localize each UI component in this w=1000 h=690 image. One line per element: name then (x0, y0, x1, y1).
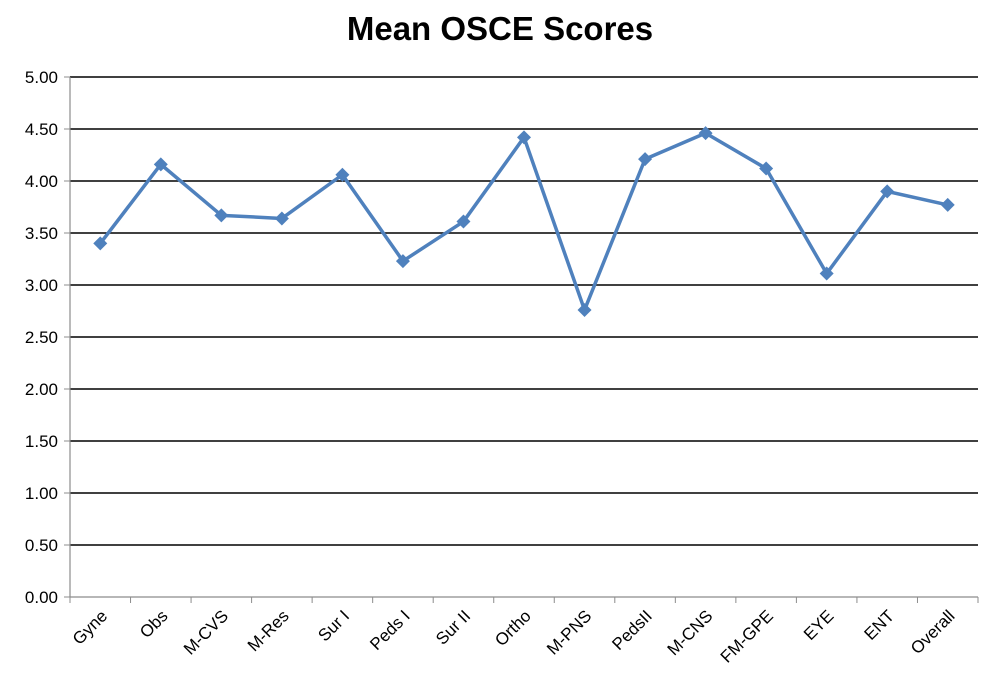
data-point (940, 197, 955, 212)
series-line (98, 131, 949, 312)
data-point (698, 126, 713, 141)
data-point (274, 211, 289, 226)
x-tick-label: Peds I (366, 606, 414, 654)
x-tick-label: M-CNS (664, 606, 717, 659)
y-tick-label: 0.50 (25, 536, 58, 555)
data-point (456, 214, 471, 229)
y-tick-label: 2.00 (25, 380, 58, 399)
data-point (577, 302, 592, 317)
x-tick-label: EYE (800, 606, 837, 643)
data-point (880, 184, 895, 199)
y-tick-label: 4.00 (25, 172, 58, 191)
data-point (214, 208, 229, 223)
data-point (517, 130, 531, 145)
data-point (819, 266, 834, 281)
x-tick-label: M-PNS (543, 606, 595, 658)
y-tick-label: 2.50 (25, 328, 58, 347)
data-point (759, 161, 774, 176)
data-point (335, 167, 350, 182)
chart-title: Mean OSCE Scores (346, 10, 654, 47)
y-tick-label: 1.00 (25, 484, 58, 503)
x-tick-label: ENT (861, 606, 898, 643)
x-tick-label: M-CVS (180, 606, 232, 658)
data-point (153, 157, 168, 172)
data-point (638, 152, 653, 167)
y-tick-label: 0.00 (25, 588, 58, 607)
y-tick-label: 3.00 (25, 276, 58, 295)
y-tick-label: 3.50 (25, 224, 58, 243)
x-tick-label: Sur II (432, 606, 474, 648)
x-tick-label: Sur I (314, 606, 353, 645)
y-tick-label: 4.50 (25, 120, 58, 139)
data-point (395, 254, 410, 269)
x-tick-label: Obs (136, 606, 171, 641)
x-tick-label: PedsII (608, 606, 656, 654)
y-tick-label: 5.00 (25, 68, 58, 87)
y-tick-label: 1.50 (25, 432, 58, 451)
data-point (93, 236, 108, 251)
x-tick-label: Gyne (69, 606, 111, 648)
x-tick-label: Overall (907, 606, 959, 658)
x-tick-label: Ortho (491, 606, 535, 650)
x-tick-label: M-Res (244, 606, 293, 655)
x-tick-label: FM-GPE (717, 606, 777, 666)
